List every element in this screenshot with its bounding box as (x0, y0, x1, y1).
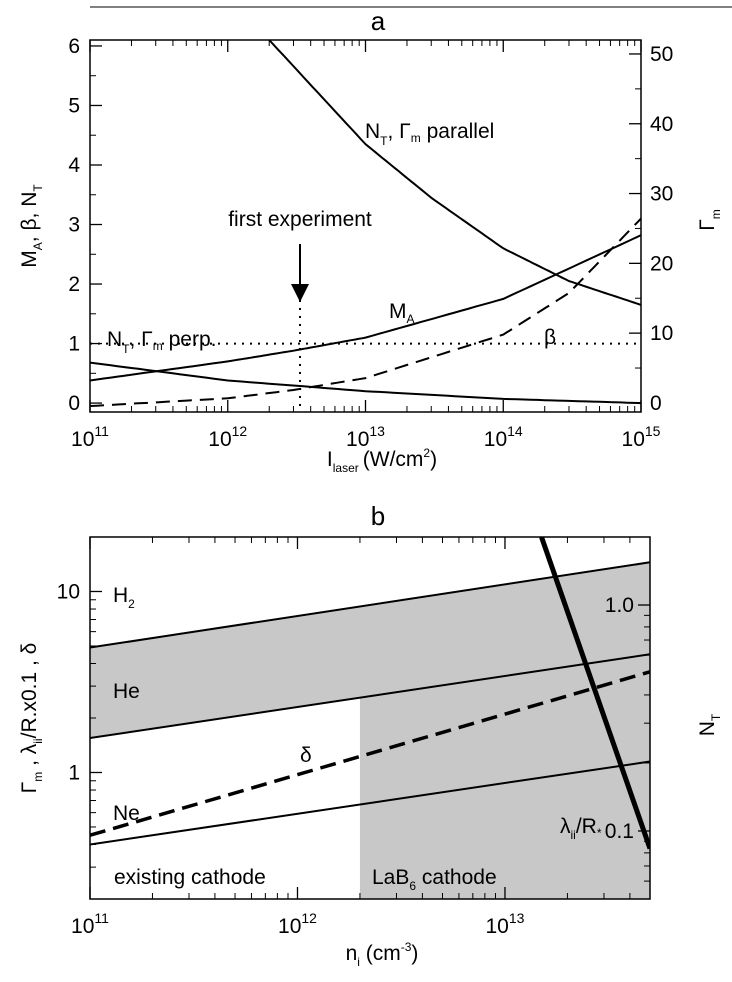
series-a-2 (90, 217, 641, 407)
series-b-2 (90, 760, 650, 846)
series-b-1 (90, 653, 650, 740)
series-b-3 (90, 670, 650, 837)
label-beta: β (544, 326, 556, 349)
first-experiment-label: first experiment (228, 208, 372, 231)
b-xtick-label: 1011 (71, 910, 109, 938)
b-ytick-label-right: 1.0 (605, 594, 634, 617)
a-ytick-label-left: 2 (68, 273, 80, 296)
series-b-4 (539, 537, 650, 850)
a-xtick-label: 1013 (346, 423, 385, 451)
panel-a-series (90, 40, 641, 407)
a-xtick-label: 1012 (208, 423, 247, 451)
panel-b-shading (90, 562, 650, 899)
lab6-region (359, 654, 650, 899)
panel-a-ticks: 1011 1012 1013 1014 1015 0 1 2 3 4 5 6 0 10 20 30 40 50 (68, 35, 673, 451)
a-xtick-label: 1014 (484, 423, 523, 451)
b-ytick-label-right: 0.1 (605, 820, 634, 843)
series-a-3 (90, 361, 641, 405)
panel-a-title: a (371, 6, 386, 36)
a-ytick-label-left: 0 (68, 392, 80, 415)
label-he: He (113, 680, 140, 703)
a-ytick-label-right: 10 (650, 322, 673, 345)
panel-b-ticks: 1011 1012 1013 1 10 0.1 1.0 (57, 536, 651, 938)
panel-a-ylabel-left: MA, β, NT (18, 184, 45, 268)
panel-a-ylabel-right: Γm (696, 209, 723, 231)
a-ytick-label-left: 5 (68, 94, 80, 117)
panel-a-xlabel: Ilaser (W/cm2) (327, 446, 437, 475)
a-xtick-label: 1015 (622, 423, 661, 451)
first-experiment-arrowhead (291, 284, 309, 302)
label-ne: Ne (113, 802, 140, 825)
panel-b-series (90, 537, 650, 850)
h2-he-band (90, 562, 650, 739)
label-nt-parallel: NT, Γm parallel (365, 120, 494, 148)
b-xtick-label: 1012 (278, 910, 317, 938)
label-delta: δ (300, 744, 312, 767)
label-nt-perp: NT, Γm perp. (107, 328, 216, 356)
label-lambda: λii/R* (560, 815, 602, 842)
b-xtick-label: 1013 (486, 910, 525, 938)
series-a-1 (90, 234, 641, 382)
a-ytick-label-left: 4 (68, 154, 80, 177)
a-ytick-label-right: 0 (650, 392, 662, 415)
series-a-0 (268, 40, 641, 306)
label-ma: MA (389, 300, 415, 326)
panel-b-title: b (371, 501, 385, 531)
a-ytick-label-right: 40 (650, 113, 673, 136)
b-ytick-label-left: 10 (57, 580, 80, 603)
a-ytick-label-right: 20 (650, 252, 673, 275)
a-ytick-label-left: 1 (68, 333, 80, 356)
a-ytick-label-right: 50 (650, 43, 673, 66)
label-h2: H2 (113, 584, 135, 611)
a-ytick-label-right: 30 (650, 183, 673, 206)
panel-b-xlabel: ni (cm-3) (346, 940, 419, 969)
panel-b-ylabel-left: Γm , λii/R.x0.1 , δ (18, 643, 45, 794)
a-xtick-label: 1011 (71, 423, 109, 451)
panel-a: a first experiment 1011 1012 1013 1014 10150… (18, 6, 732, 475)
b-ytick-label-left: 1 (68, 761, 80, 784)
panel-b: b 1011 1012 1013 1 10 0.1 1.0 H2 He Ne δ λii/R… (18, 501, 723, 969)
a-ytick-label-left: 6 (68, 35, 80, 58)
label-lab6-cathode: LaB6 cathode (372, 866, 497, 893)
a-ytick-label-left: 3 (68, 214, 80, 237)
panel-b-ylabel-right: NT (696, 713, 723, 736)
label-existing-cathode: existing cathode (114, 866, 266, 889)
